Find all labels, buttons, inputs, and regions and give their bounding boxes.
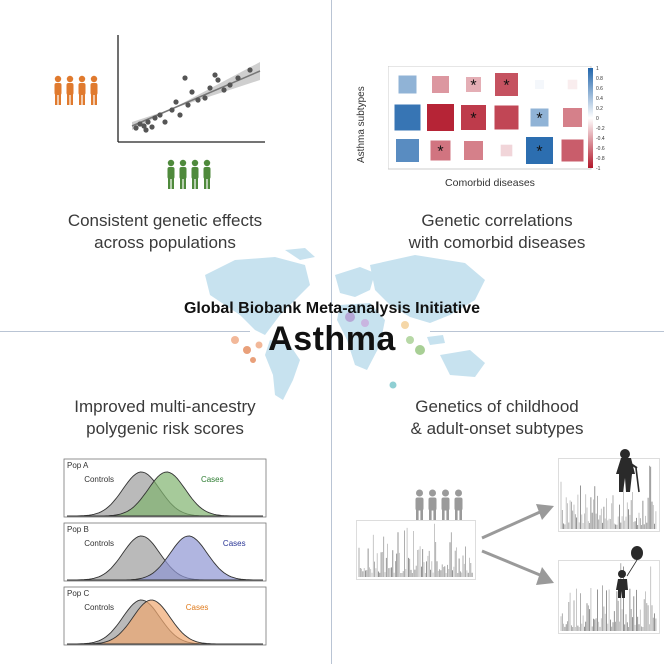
- significance-star: *: [536, 144, 542, 161]
- caption-line: & adult-onset subtypes: [410, 419, 584, 438]
- heatmap-legend-tick: -0.2: [596, 126, 605, 132]
- world-map: [205, 248, 485, 400]
- people-icon-gray: [415, 489, 463, 522]
- caption-line: with comorbid diseases: [408, 233, 586, 252]
- caption-bottom-left: Improved multi-ancestry polygenic risk s…: [20, 396, 310, 440]
- cases-distribution: [67, 599, 263, 645]
- heatmap-cell: [464, 141, 483, 160]
- heatmap-cell: [530, 108, 549, 127]
- prs-panel: Pop C Controls Cases: [63, 586, 267, 646]
- center-title: Global Biobank Meta-analysis Initiative: [183, 300, 481, 317]
- scatter-plot: [117, 35, 265, 143]
- heatmap-cell: [567, 79, 578, 90]
- heatmap-cell: [432, 76, 449, 93]
- heatmap-cell: [495, 73, 518, 96]
- heatmap-legend-tick: 0: [596, 116, 599, 122]
- cases-distribution: [67, 471, 263, 517]
- prs-panel: Pop A Controls Cases: [63, 458, 267, 518]
- center-main-title: Asthma: [268, 320, 396, 358]
- horizontal-divider-left: [0, 331, 250, 332]
- caption-line: Genetics of childhood: [415, 397, 579, 416]
- heatmap-frame: [388, 66, 592, 170]
- caption-top-left: Consistent genetic effects across popula…: [20, 210, 310, 254]
- heatmap-legend-tick: 0.8: [596, 76, 603, 82]
- heatmap-legend-tick: 1: [596, 66, 599, 72]
- heatmap-legend-tick: -1: [596, 166, 601, 171]
- heatmap-cell: [494, 105, 519, 130]
- manhattan-plot-child: [558, 560, 660, 634]
- caption-bottom-right: Genetics of childhood & adult-onset subt…: [352, 396, 642, 440]
- cases-distribution: [67, 535, 263, 581]
- heatmap-cell: [561, 139, 584, 162]
- heatmap-cell: [430, 140, 451, 161]
- caption-line: polygenic risk scores: [86, 419, 244, 438]
- cases-label: Cases: [201, 475, 224, 484]
- heatmap-cell: [461, 105, 486, 130]
- horizontal-divider-right: [430, 331, 664, 332]
- caption-line: Consistent genetic effects: [67, 211, 263, 230]
- heatmap-cell: [427, 104, 454, 131]
- arrow-to-child: [481, 549, 554, 585]
- heatmap-legend-tick: -0.8: [596, 156, 605, 162]
- controls-label: Controls: [84, 475, 114, 484]
- controls-label: Controls: [84, 539, 114, 548]
- controls-label: Controls: [84, 603, 114, 612]
- vertical-divider: [331, 0, 332, 664]
- significance-star: *: [470, 111, 476, 128]
- heatmap-legend-bar: [588, 68, 593, 168]
- manhattan-plot-overall: [356, 520, 476, 580]
- people-icon-orange: [54, 75, 98, 105]
- heatmap-legend-tick: 0.2: [596, 106, 603, 112]
- caption-top-right: Genetic correlations with comorbid disea…: [352, 210, 642, 254]
- correlation-heatmap: * * * * * * 1 0.8 0.6 0.4 0.2 0 -0.2 -0.4 -0.6 -0.8 -1: [388, 66, 605, 171]
- heatmap-legend-tick: 0.6: [596, 86, 603, 92]
- cases-label: Cases: [186, 603, 209, 612]
- significance-star: *: [470, 78, 476, 95]
- manhattan-plot-adult: [558, 458, 660, 532]
- people-icon-green: [167, 159, 211, 189]
- significance-star: *: [536, 111, 542, 128]
- heatmap-y-axis-label: Asthma subtypes: [356, 86, 367, 163]
- prs-panel: Pop B Controls Cases: [63, 522, 267, 582]
- heatmap-legend-tick: 0.4: [596, 96, 603, 102]
- heatmap-cell: [526, 137, 553, 164]
- heatmap-legend-tick: -0.6: [596, 146, 605, 152]
- prs-pop-label: Pop A: [67, 461, 89, 470]
- caption-line: across populations: [94, 233, 236, 252]
- caption-line: Improved multi-ancestry: [74, 397, 256, 416]
- heatmap-cell: [396, 139, 419, 162]
- heatmap-cell: [535, 80, 544, 89]
- heatmap-cell: [398, 75, 417, 94]
- heatmap-cell: [563, 108, 582, 127]
- prs-pop-label: Pop C: [67, 589, 89, 598]
- cases-label: Cases: [223, 539, 246, 548]
- arrow-to-adult: [481, 504, 554, 540]
- heatmap-cell: [500, 144, 513, 157]
- caption-line: Genetic correlations: [421, 211, 573, 230]
- heatmap-x-axis-label: Comorbid diseases: [445, 177, 535, 189]
- heatmap-cell: [466, 77, 481, 92]
- child-with-balloon-icon: [616, 546, 643, 598]
- heatmap-cell: [394, 104, 421, 131]
- heatmap-legend-tick: -0.4: [596, 136, 605, 142]
- prs-pop-label: Pop B: [67, 525, 89, 534]
- elderly-person-icon: [616, 449, 640, 493]
- significance-star: *: [503, 78, 509, 95]
- significance-star: *: [437, 144, 443, 161]
